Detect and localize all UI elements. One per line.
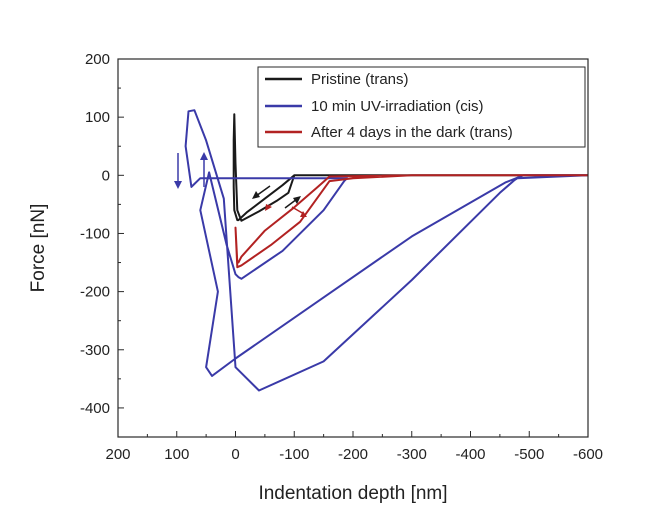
x-tick-label: 100 — [164, 446, 189, 463]
x-tick-label: -600 — [573, 446, 603, 463]
legend-label-pristine: Pristine (trans) — [311, 71, 409, 88]
x-tick-label: 200 — [105, 446, 130, 463]
x-tick-label: -300 — [397, 446, 427, 463]
legend: Pristine (trans) 10 min UV-irradiation (… — [257, 66, 586, 148]
y-tick-labels: 200 100 0 -100 -200 -300 -400 — [80, 51, 110, 417]
x-tick-label: -400 — [455, 446, 485, 463]
data-series-group — [184, 109, 589, 392]
x-tick-labels: 200 100 0 -100 -200 -300 -400 -500 -600 — [105, 446, 603, 463]
x-axis-title: Indentation depth [nm] — [258, 483, 447, 504]
y-tick-label: 0 — [102, 167, 110, 184]
series-line-after-dark — [234, 174, 588, 269]
legend-box — [257, 66, 586, 148]
legend-label-uv-irradiation: 10 min UV-irradiation (cis) — [311, 98, 484, 115]
x-tick-label: -500 — [514, 446, 544, 463]
y-axis-title: Force [nN] — [28, 204, 49, 293]
y-tick-label: -300 — [80, 342, 110, 359]
arrow-down-blue-left — [174, 153, 182, 189]
y-tick-label: 200 — [85, 51, 110, 68]
axis-ticks — [117, 58, 589, 437]
x-tick-label: 0 — [231, 446, 239, 463]
y-tick-label: -100 — [80, 226, 110, 243]
arrow-black-upper — [252, 185, 271, 199]
y-tick-label: -200 — [80, 284, 110, 301]
legend-label-after-dark: After 4 days in the dark (trans) — [311, 124, 513, 141]
x-tick-label: -200 — [338, 446, 368, 463]
y-tick-label: 100 — [85, 109, 110, 126]
y-tick-label: -400 — [80, 400, 110, 417]
series-line-pristine — [232, 113, 588, 222]
arrow-red-lower — [265, 204, 272, 211]
arrow-up-blue-right — [200, 152, 208, 187]
x-tick-label: -100 — [279, 446, 309, 463]
arrow-black-lower — [284, 196, 301, 209]
arrow-red-bottom — [291, 206, 307, 217]
direction-arrows — [174, 152, 307, 217]
